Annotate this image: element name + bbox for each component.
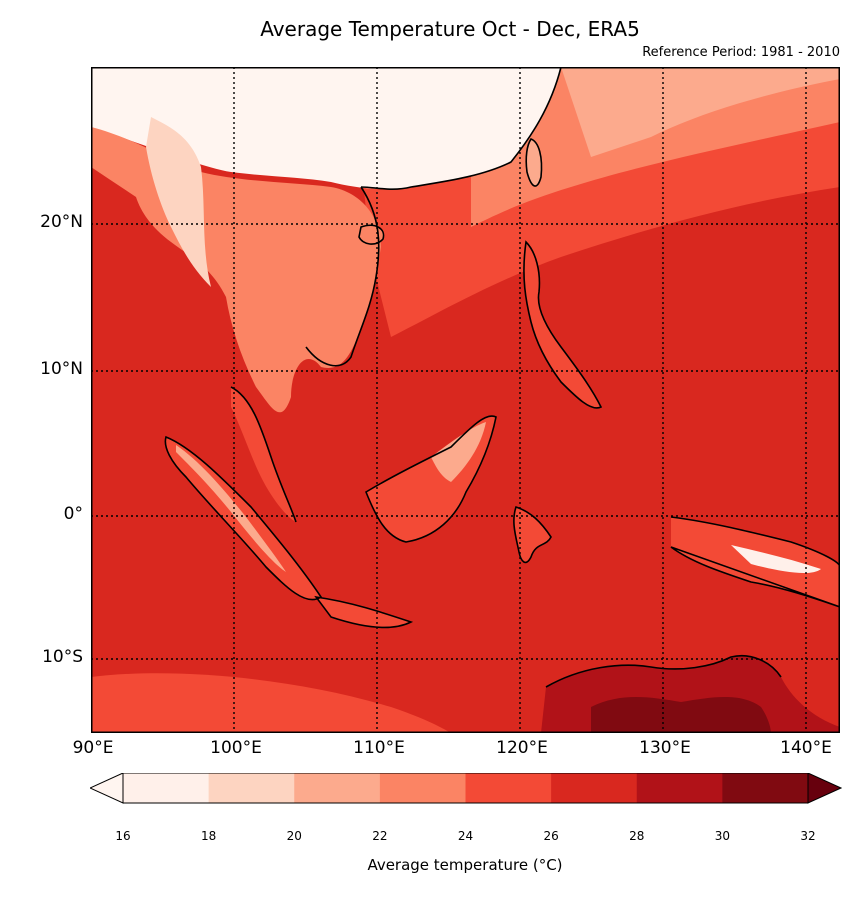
lon-label-140e: 140°E bbox=[780, 738, 832, 758]
land-indochina-cool bbox=[146, 117, 211, 287]
colorbar-tick-label: 16 bbox=[115, 829, 131, 843]
land-new-guinea-cool bbox=[731, 545, 821, 574]
colorbar-segment bbox=[722, 773, 809, 803]
colorbar-tick-label: 28 bbox=[629, 829, 645, 843]
land-malay bbox=[231, 387, 296, 522]
land-sulawesi bbox=[513, 507, 551, 563]
lon-label-90e: 90°E bbox=[72, 738, 114, 758]
lat-label-10s: 10°S bbox=[42, 647, 83, 667]
colorbar-label: Average temperature (°C) bbox=[367, 856, 563, 874]
colorbar-segment bbox=[379, 773, 466, 803]
colorbar-segment bbox=[551, 773, 638, 803]
ocean-band-20-22 bbox=[561, 67, 840, 157]
colorbar-tick-label: 20 bbox=[286, 829, 302, 843]
colorbar-tick-label: 22 bbox=[372, 829, 388, 843]
map-frame bbox=[91, 67, 840, 733]
colorbar-tick-label: 30 bbox=[714, 829, 731, 843]
ocean-band-22-24 bbox=[471, 67, 840, 227]
colorbar-segment bbox=[208, 773, 295, 803]
colorbar-segments bbox=[123, 773, 809, 803]
temperature-map bbox=[91, 67, 840, 733]
lon-label-100e: 100°E bbox=[210, 738, 262, 758]
land-sumatra-cool bbox=[176, 445, 286, 572]
colorbar-tick-label: 26 bbox=[543, 829, 559, 843]
chart-subtitle: Reference Period: 1981 - 2010 bbox=[642, 45, 840, 60]
map-svg bbox=[91, 67, 840, 733]
land-china bbox=[91, 67, 561, 190]
colorbar-segment bbox=[123, 773, 210, 803]
coastlines bbox=[164, 67, 840, 688]
colorbar-segment bbox=[465, 773, 552, 803]
ocean-south-cool bbox=[91, 673, 451, 733]
lon-label-110e: 110°E bbox=[353, 738, 405, 758]
lat-label-0: 0° bbox=[63, 504, 83, 524]
lat-label-20n: 20°N bbox=[40, 212, 83, 232]
land-borneo-cool bbox=[431, 422, 486, 482]
colorbar-tick-label: 32 bbox=[800, 829, 816, 843]
chart-title: Average Temperature Oct - Dec, ERA5 bbox=[260, 17, 640, 41]
colorbar-segment bbox=[294, 773, 381, 803]
gridlines bbox=[91, 67, 840, 733]
colorbar-extend-low bbox=[90, 773, 124, 804]
land-java bbox=[316, 597, 411, 628]
land-philippines bbox=[523, 242, 601, 408]
colorbar-segment bbox=[636, 773, 723, 803]
colorbar-frame bbox=[122, 773, 809, 804]
lon-label-120e: 120°E bbox=[496, 738, 548, 758]
lon-label-130e: 130°E bbox=[639, 738, 691, 758]
colorbar-extend-high bbox=[807, 773, 842, 804]
land-taiwan bbox=[526, 139, 542, 187]
colorbar bbox=[90, 773, 842, 804]
colorbar-tick-label: 18 bbox=[200, 829, 217, 843]
lat-label-10n: 10°N bbox=[40, 359, 83, 379]
colorbar-tick-label: 24 bbox=[457, 829, 474, 843]
land-australia-hot bbox=[591, 697, 771, 733]
